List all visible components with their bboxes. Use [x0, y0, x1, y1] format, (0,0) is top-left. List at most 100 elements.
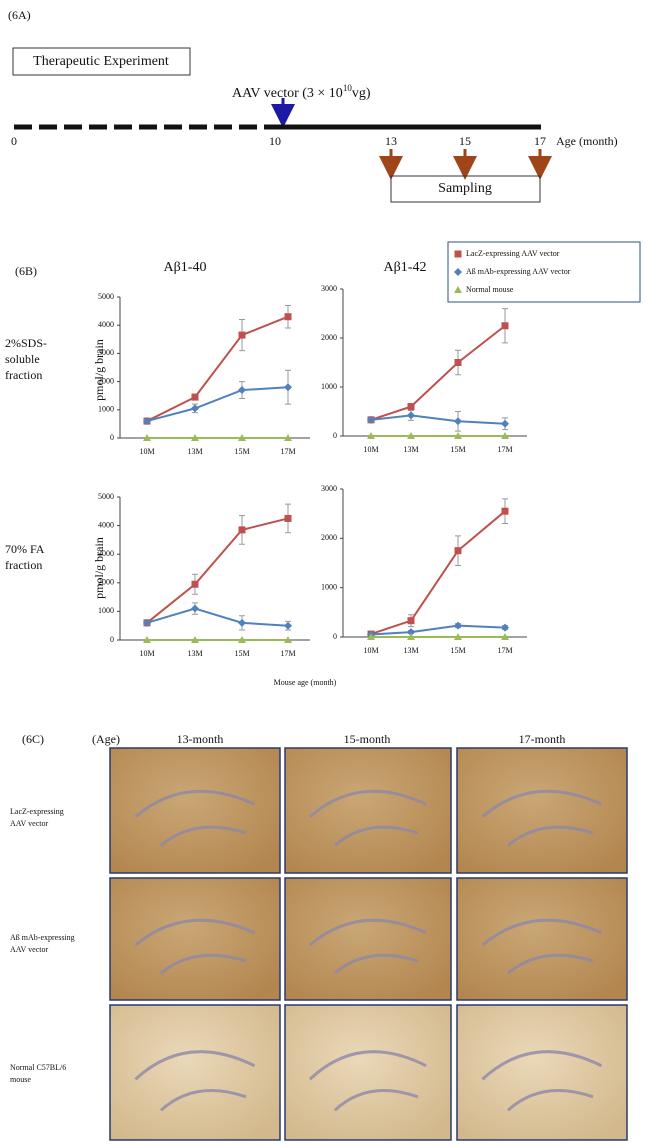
row-label: soluble: [5, 352, 40, 366]
point: [143, 434, 151, 441]
y-tick-label: 4000: [98, 320, 114, 329]
point: [454, 417, 462, 426]
series-line: [370, 324, 506, 421]
point: [454, 359, 462, 366]
x-tick-label: 15M: [450, 445, 465, 454]
point: [501, 623, 509, 632]
point: [407, 633, 415, 640]
y-tick-label: 1000: [98, 405, 114, 414]
point: [238, 636, 246, 643]
tick: 17: [534, 134, 546, 148]
chart-title: Aβ1-40: [164, 260, 207, 275]
tissue-image: [456, 747, 628, 874]
x-tick-label: 13M: [403, 646, 418, 655]
panel-label: (6C): [22, 732, 44, 746]
legend-label: Normal mouse: [466, 285, 514, 294]
hippocampus: [481, 918, 603, 947]
point: [284, 383, 292, 392]
tick: 0: [11, 134, 17, 148]
y-tick-label: 0: [110, 433, 114, 442]
tissue-image: [456, 877, 628, 1001]
tissue-image: [109, 877, 281, 1001]
y-label: pmol/g brain: [92, 537, 106, 599]
dentate: [160, 953, 247, 975]
y-tick-label: 3000: [321, 484, 337, 493]
x-tick-label: 15M: [234, 649, 249, 658]
vector-tail: vg): [352, 86, 371, 101]
point: [454, 547, 462, 555]
axis-label: Age (month): [556, 134, 618, 148]
y-tick-label: 2000: [321, 333, 337, 342]
point: [407, 628, 415, 637]
point: [454, 250, 462, 258]
point: [143, 636, 151, 643]
point: [191, 393, 199, 401]
tissue-image: [109, 1004, 281, 1141]
x-tick-label: 17M: [280, 649, 295, 658]
y-tick-label: 5000: [98, 492, 114, 501]
series-line: [146, 386, 289, 423]
row-label: 70% FA: [5, 542, 45, 556]
legend-label: Aß mAb-expressing AAV vector: [466, 267, 571, 276]
point: [454, 286, 462, 293]
x-tick-label: 15M: [450, 646, 465, 655]
tissue-image: [456, 1004, 628, 1141]
y-tick-label: 2000: [98, 578, 114, 587]
dentate: [159, 1089, 247, 1112]
point: [284, 434, 292, 441]
panel-c: (6C) (Age) 13-month 15-month 17-month La…: [10, 732, 628, 1141]
x-tick-label: 10M: [363, 646, 378, 655]
series-line: [370, 414, 506, 425]
dentate: [333, 953, 419, 975]
point: [191, 636, 199, 643]
hippocampus: [481, 789, 603, 818]
tissue-image: [284, 877, 452, 1001]
x-tick-label: 13M: [187, 447, 202, 456]
dentate: [160, 825, 247, 847]
point: [284, 313, 292, 321]
row-label: AAV vector: [10, 819, 48, 828]
y-tick-label: 2000: [321, 533, 337, 542]
hippocampus: [481, 1050, 603, 1081]
y-tick-label: 1000: [98, 606, 114, 615]
point: [143, 618, 151, 627]
point: [407, 411, 415, 420]
hippocampus: [308, 918, 427, 947]
point: [238, 331, 246, 339]
hippocampus: [308, 789, 427, 818]
hippocampus: [134, 789, 256, 818]
series-line: [370, 510, 506, 635]
point: [501, 507, 509, 515]
y-tick-label: 3000: [98, 348, 114, 357]
tissue-image: [284, 1004, 452, 1141]
vector-label: AAV vector (3 × 1010vg): [232, 83, 371, 101]
point: [191, 404, 199, 413]
dentate: [507, 825, 594, 847]
tick: 10: [269, 134, 281, 148]
point: [143, 417, 151, 426]
point: [191, 580, 199, 588]
hippocampus: [134, 1050, 256, 1081]
series-line: [146, 517, 289, 624]
row-label: AAV vector: [10, 945, 48, 954]
x-tick-label: 17M: [497, 646, 512, 655]
tissue-image: [109, 747, 281, 874]
point: [454, 432, 462, 439]
point: [367, 633, 375, 640]
sampling-box: [390, 175, 541, 203]
x-label: Mouse age (month): [274, 678, 337, 687]
row-label: 2%SDS-: [5, 336, 47, 350]
point: [191, 434, 199, 441]
x-tick-label: 13M: [187, 649, 202, 658]
point: [284, 636, 292, 643]
row-label: Normal C57BL/6: [10, 1063, 66, 1072]
point: [454, 621, 462, 630]
y-tick-label: 1000: [321, 382, 337, 391]
vector-text: AAV vector (3 × 10: [232, 86, 343, 101]
point: [367, 415, 375, 424]
dentate: [507, 953, 594, 975]
column-title: 15-month: [344, 732, 391, 746]
panel-label: (6B): [15, 264, 37, 278]
point: [454, 268, 462, 276]
